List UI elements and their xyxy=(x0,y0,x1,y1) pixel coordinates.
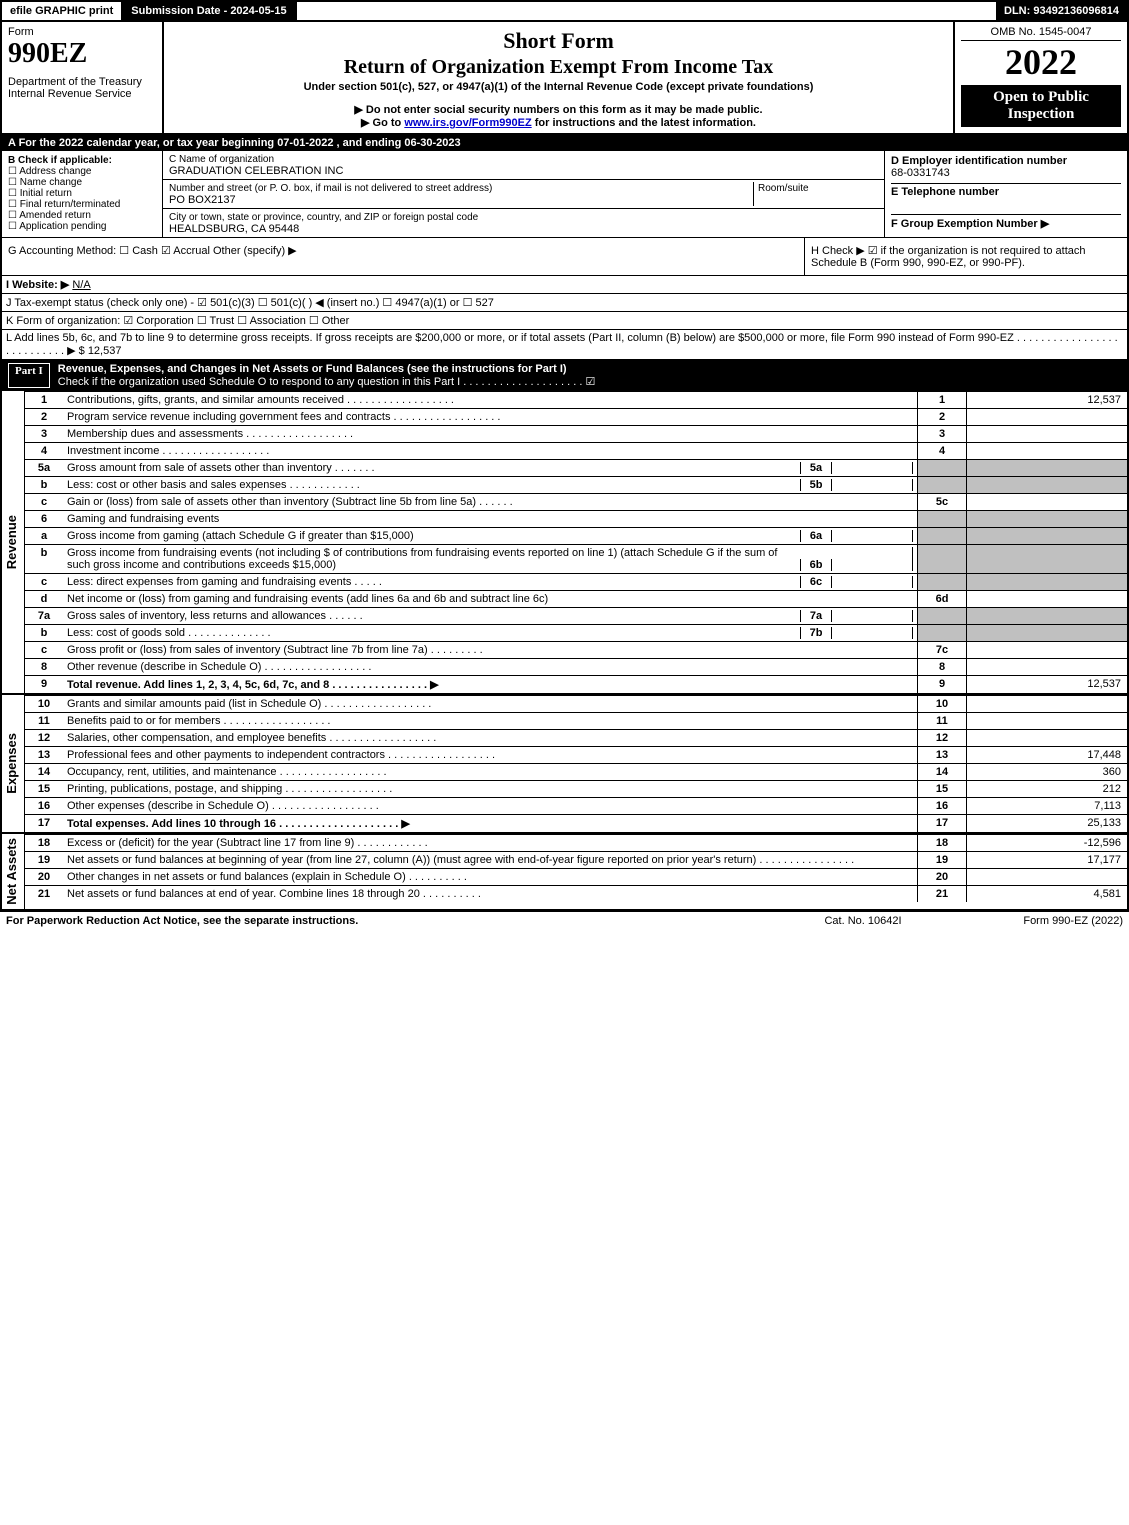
line-11: 11Benefits paid to or for members11 xyxy=(25,713,1127,730)
org-name: GRADUATION CELEBRATION INC xyxy=(169,165,343,177)
form-header: Form 990EZ Department of the Treasury In… xyxy=(2,22,1127,135)
section-h: H Check ▶ ☑ if the organization is not r… xyxy=(804,238,1127,275)
line-20: 20Other changes in net assets or fund ba… xyxy=(25,869,1127,886)
revenue-table: 1Contributions, gifts, grants, and simil… xyxy=(25,391,1127,693)
form-number: 990EZ xyxy=(8,38,156,70)
line-1: 1Contributions, gifts, grants, and simil… xyxy=(25,392,1127,409)
line-5a: 5aGross amount from sale of assets other… xyxy=(25,460,1127,477)
checkbox-initial-return[interactable]: Initial return xyxy=(8,188,72,199)
line-5b: bLess: cost or other basis and sales exp… xyxy=(25,477,1127,494)
checkbox-final-return[interactable]: Final return/terminated xyxy=(8,199,120,210)
f-label: F Group Exemption Number ▶ xyxy=(891,218,1049,230)
part-1-header: Part I Revenue, Expenses, and Changes in… xyxy=(2,360,1127,391)
line-8: 8Other revenue (describe in Schedule O)8 xyxy=(25,659,1127,676)
section-i: I Website: ▶ N/A xyxy=(2,276,1127,294)
line-7a: 7aGross sales of inventory, less returns… xyxy=(25,608,1127,625)
submission-date: Submission Date - 2024-05-15 xyxy=(123,2,296,20)
revenue-side-label: Revenue xyxy=(2,511,21,573)
line-21: 21Net assets or fund balances at end of … xyxy=(25,886,1127,903)
tax-year: 2022 xyxy=(961,41,1121,83)
street-label: Number and street (or P. O. box, if mail… xyxy=(169,183,492,194)
line-15: 15Printing, publications, postage, and s… xyxy=(25,781,1127,798)
line-3: 3Membership dues and assessments3 xyxy=(25,426,1127,443)
line-7b: bLess: cost of goods sold . . . . . . . … xyxy=(25,625,1127,642)
footer-left: For Paperwork Reduction Act Notice, see … xyxy=(6,915,763,927)
line-2: 2Program service revenue including gover… xyxy=(25,409,1127,426)
ein: 68-0331743 xyxy=(891,167,950,179)
line-18: 18Excess or (deficit) for the year (Subt… xyxy=(25,835,1127,852)
goto-prefix: ▶ Go to xyxy=(361,117,404,129)
part-1-title: Revenue, Expenses, and Changes in Net As… xyxy=(58,363,567,375)
c-label: C Name of organization xyxy=(169,154,274,165)
line-13: 13Professional fees and other payments t… xyxy=(25,747,1127,764)
checkbox-address-change[interactable]: Address change xyxy=(8,166,91,177)
omb-number: OMB No. 1545-0047 xyxy=(961,26,1121,41)
footer-catno: Cat. No. 10642I xyxy=(763,915,963,927)
street-address: PO BOX2137 xyxy=(169,194,236,206)
subtitle-1: Under section 501(c), 527, or 4947(a)(1)… xyxy=(170,81,947,93)
top-bar: efile GRAPHIC print Submission Date - 20… xyxy=(2,2,1127,22)
netassets-table: 18Excess or (deficit) for the year (Subt… xyxy=(25,834,1127,902)
line-12: 12Salaries, other compensation, and empl… xyxy=(25,730,1127,747)
line-9: 9Total revenue. Add lines 1, 2, 3, 4, 5c… xyxy=(25,676,1127,694)
e-label: E Telephone number xyxy=(891,186,999,198)
short-form-title: Short Form xyxy=(170,28,947,54)
open-to-public: Open to Public Inspection xyxy=(961,85,1121,127)
line-7c: cGross profit or (loss) from sales of in… xyxy=(25,642,1127,659)
city-state-zip: HEALDSBURG, CA 95448 xyxy=(169,223,299,235)
netassets-side-label: Net Assets xyxy=(2,834,21,909)
checkbox-name-change[interactable]: Name change xyxy=(8,177,82,188)
dept-treasury: Department of the Treasury xyxy=(8,76,156,88)
section-k: K Form of organization: ☑ Corporation ☐ … xyxy=(2,312,1127,330)
line-6d: dNet income or (loss) from gaming and fu… xyxy=(25,591,1127,608)
dln: DLN: 93492136096814 xyxy=(996,2,1127,20)
expenses-table: 10Grants and similar amounts paid (list … xyxy=(25,695,1127,832)
line-16: 16Other expenses (describe in Schedule O… xyxy=(25,798,1127,815)
expenses-side-label: Expenses xyxy=(2,729,21,798)
line-6: 6Gaming and fundraising events xyxy=(25,511,1127,528)
line-17: 17Total expenses. Add lines 10 through 1… xyxy=(25,815,1127,833)
subtitle-3: ▶ Go to www.irs.gov/Form990EZ for instru… xyxy=(170,116,947,129)
section-l: L Add lines 5b, 6c, and 7b to line 9 to … xyxy=(2,330,1127,360)
part-1-tag: Part I xyxy=(8,363,50,388)
footer-formno: Form 990-EZ (2022) xyxy=(963,915,1123,927)
line-14: 14Occupancy, rent, utilities, and mainte… xyxy=(25,764,1127,781)
line-5c: cGain or (loss) from sale of assets othe… xyxy=(25,494,1127,511)
subtitle-2: ▶ Do not enter social security numbers o… xyxy=(170,103,947,116)
city-label: City or town, state or province, country… xyxy=(169,212,478,223)
irs-label: Internal Revenue Service xyxy=(8,88,156,100)
website-label: I Website: ▶ xyxy=(6,279,69,291)
form-label: Form xyxy=(8,26,156,38)
line-6a: aGross income from gaming (attach Schedu… xyxy=(25,528,1127,545)
section-a: A For the 2022 calendar year, or tax yea… xyxy=(2,135,1127,151)
efile-print-button[interactable]: efile GRAPHIC print xyxy=(2,2,123,20)
line-6c: cLess: direct expenses from gaming and f… xyxy=(25,574,1127,591)
line-6b: bGross income from fundraising events (n… xyxy=(25,545,1127,574)
section-b-header: B Check if applicable: xyxy=(8,155,112,166)
section-j: J Tax-exempt status (check only one) - ☑… xyxy=(2,294,1127,312)
line-10: 10Grants and similar amounts paid (list … xyxy=(25,696,1127,713)
irs-link[interactable]: www.irs.gov/Form990EZ xyxy=(404,117,531,129)
form-title: Return of Organization Exempt From Incom… xyxy=(170,56,947,79)
line-4: 4Investment income4 xyxy=(25,443,1127,460)
checkbox-application-pending[interactable]: Application pending xyxy=(8,221,107,232)
room-label: Room/suite xyxy=(758,183,809,194)
section-b-c-d: B Check if applicable: Address change Na… xyxy=(2,151,1127,238)
part-1-check: Check if the organization used Schedule … xyxy=(58,376,596,388)
section-g: G Accounting Method: ☐ Cash ☑ Accrual Ot… xyxy=(2,238,804,275)
d-label: D Employer identification number xyxy=(891,155,1067,167)
checkbox-amended-return[interactable]: Amended return xyxy=(8,210,91,221)
website-value: N/A xyxy=(72,279,90,291)
page-footer: For Paperwork Reduction Act Notice, see … xyxy=(0,912,1129,930)
line-19: 19Net assets or fund balances at beginni… xyxy=(25,852,1127,869)
goto-suffix: for instructions and the latest informat… xyxy=(532,117,756,129)
